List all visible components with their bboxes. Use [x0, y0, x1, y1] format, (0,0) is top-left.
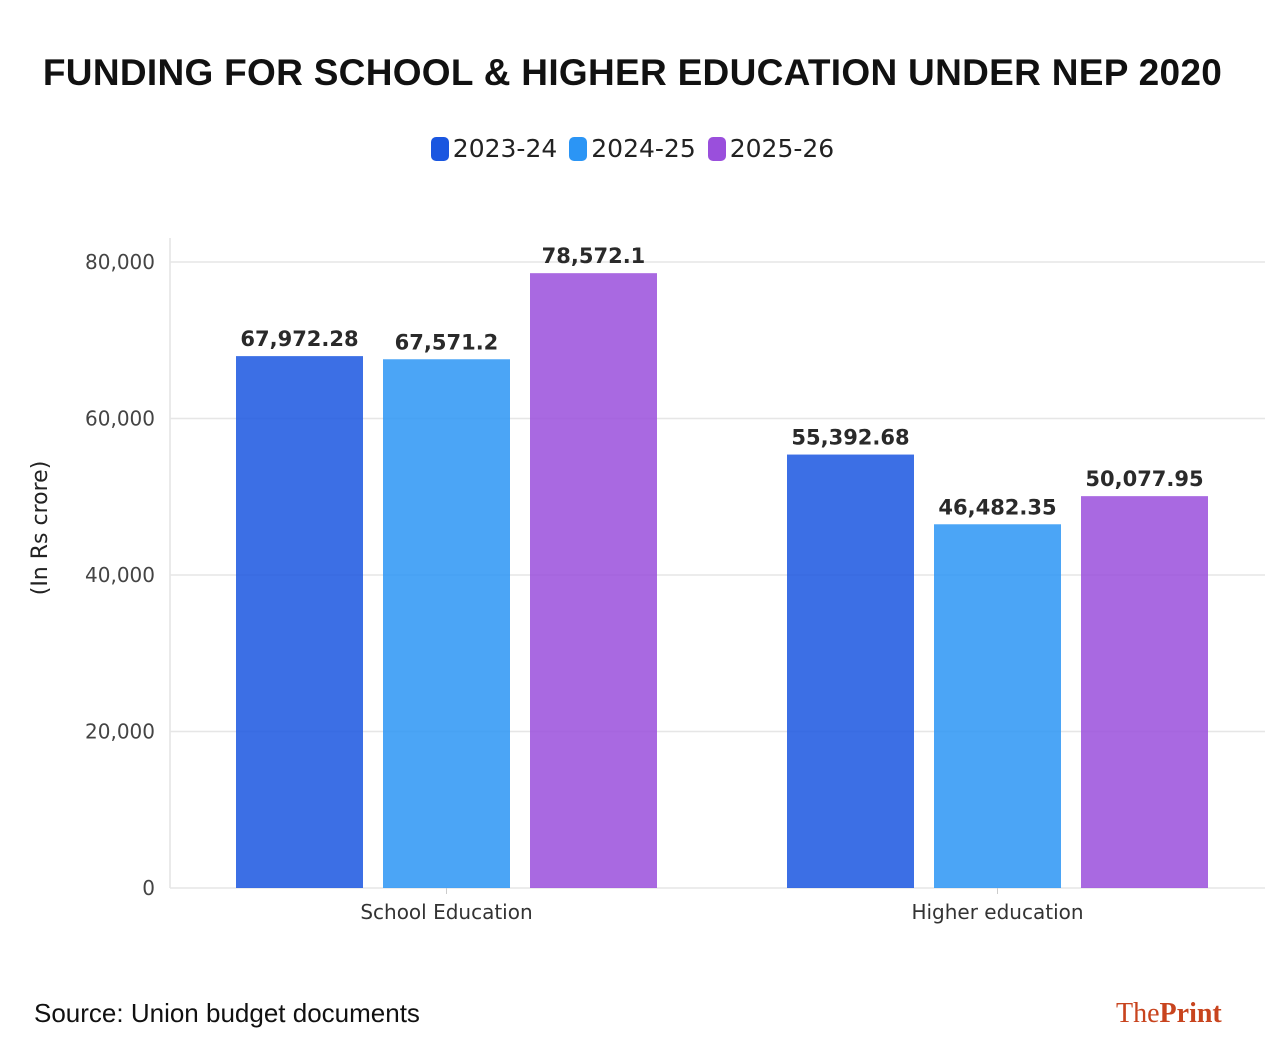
y-axis-label: (In Rs crore) — [28, 461, 53, 596]
legend-swatch — [430, 136, 449, 161]
y-tick-label: 20,000 — [85, 720, 155, 744]
legend-swatch — [707, 136, 726, 161]
y-tick-label: 0 — [142, 876, 155, 900]
bar-2024-25-1 — [934, 524, 1061, 888]
x-tick-label: School Education — [360, 900, 532, 924]
legend: 2023-24 2024-25 2025-26 — [0, 134, 1265, 163]
chart-title: FUNDING FOR SCHOOL & HIGHER EDUCATION UN… — [42, 52, 1223, 93]
bar-2025-26-1 — [1081, 496, 1208, 888]
x-tick-label: Higher education — [911, 900, 1083, 924]
legend-item: 2023-24 — [430, 134, 558, 163]
data-label: 67,571.2 — [395, 330, 499, 354]
bar-2025-26-0 — [530, 273, 657, 888]
theprint-logo: ThePrint — [1116, 998, 1222, 1029]
bar-2023-24-1 — [787, 454, 914, 888]
legend-label: 2025-26 — [729, 134, 835, 163]
legend-swatch — [569, 136, 588, 161]
y-tick-label: 40,000 — [85, 563, 155, 587]
data-label: 46,482.35 — [938, 495, 1056, 519]
legend-item: 2025-26 — [707, 134, 835, 163]
data-label: 55,392.68 — [791, 426, 909, 450]
data-label: 50,077.95 — [1085, 467, 1203, 491]
bar-2024-25-0 — [383, 359, 510, 888]
legend-label: 2023-24 — [452, 134, 558, 163]
bar-2023-24-0 — [236, 356, 363, 888]
y-tick-label: 60,000 — [85, 407, 155, 431]
y-tick-label: 80,000 — [85, 250, 155, 274]
legend-item: 2024-25 — [569, 134, 696, 163]
data-label: 78,572.1 — [542, 244, 646, 268]
legend-label: 2024-25 — [591, 134, 696, 163]
data-label: 67,972.28 — [240, 327, 358, 351]
source-note: Source: Union budget documents — [34, 998, 420, 1028]
